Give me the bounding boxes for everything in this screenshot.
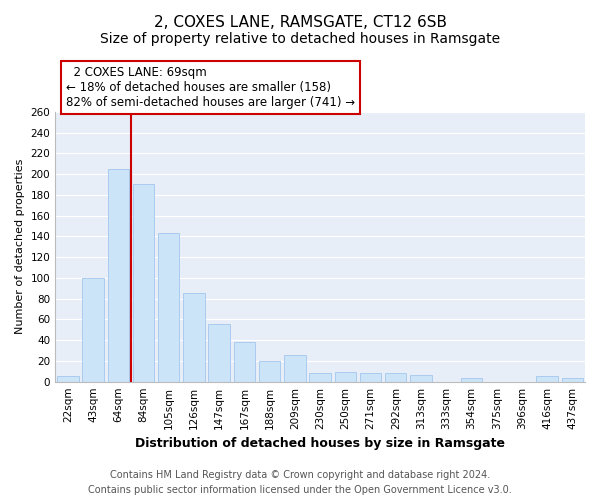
Y-axis label: Number of detached properties: Number of detached properties — [15, 159, 25, 334]
Bar — [536, 376, 558, 382]
Bar — [158, 234, 179, 382]
Bar — [57, 376, 79, 382]
Text: Size of property relative to detached houses in Ramsgate: Size of property relative to detached ho… — [100, 32, 500, 46]
Bar — [82, 278, 104, 382]
Bar — [562, 378, 583, 382]
Bar — [360, 374, 381, 382]
Bar — [183, 294, 205, 382]
Text: 2 COXES LANE: 69sqm
← 18% of detached houses are smaller (158)
82% of semi-detac: 2 COXES LANE: 69sqm ← 18% of detached ho… — [66, 66, 355, 109]
Text: 2, COXES LANE, RAMSGATE, CT12 6SB: 2, COXES LANE, RAMSGATE, CT12 6SB — [154, 15, 446, 30]
Bar — [310, 374, 331, 382]
Bar — [385, 374, 406, 382]
Bar — [208, 324, 230, 382]
Bar — [461, 378, 482, 382]
Bar — [259, 361, 280, 382]
Text: Contains HM Land Registry data © Crown copyright and database right 2024.
Contai: Contains HM Land Registry data © Crown c… — [88, 470, 512, 495]
Bar — [233, 342, 255, 382]
Bar — [284, 354, 305, 382]
Bar — [107, 169, 129, 382]
Bar — [335, 372, 356, 382]
Bar — [410, 376, 432, 382]
Bar — [133, 184, 154, 382]
X-axis label: Distribution of detached houses by size in Ramsgate: Distribution of detached houses by size … — [135, 437, 505, 450]
